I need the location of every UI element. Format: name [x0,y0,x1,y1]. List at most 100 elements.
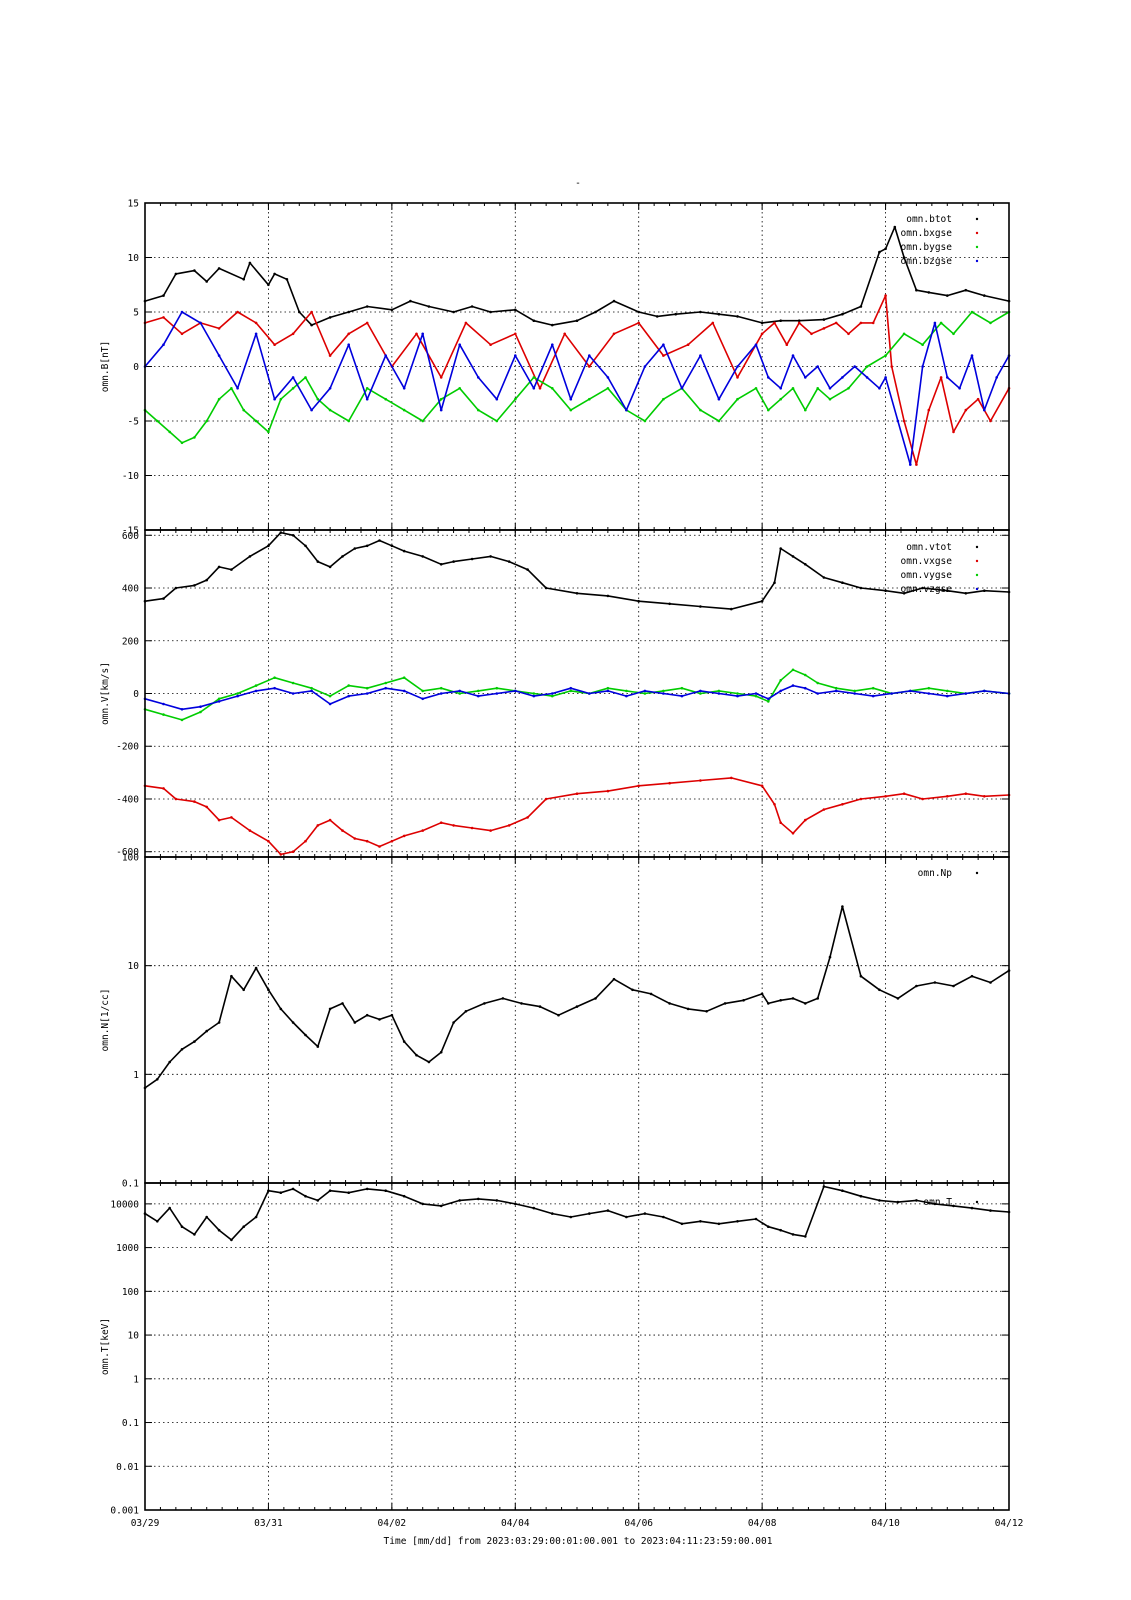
data-point [298,310,301,314]
data-point [199,710,202,714]
data-point [767,376,770,379]
data-point [242,1225,245,1228]
data-point [365,397,369,401]
data-point [569,408,573,412]
data-point [699,605,702,608]
data-point [267,1189,270,1192]
data-point [390,1013,394,1017]
data-point [834,686,838,690]
data-point [655,315,659,318]
legend-label: omn.vzgse [901,584,953,595]
data-point [878,988,881,992]
time-axis-label: Time [mm/dd] from 2023:03:29:00:01:00.00… [384,1536,773,1547]
data-point [606,594,610,598]
data-point [717,397,721,401]
data-point [588,354,591,357]
data-point [464,1010,468,1013]
data-point [217,397,221,401]
data-point [341,829,344,832]
data-point [927,686,931,690]
data-point [909,689,912,693]
data-point [236,387,239,390]
data-point [717,692,721,695]
data-point [415,1053,418,1057]
data-point [810,332,813,336]
y-tick-label: -15 [122,526,139,537]
data-point [569,689,573,693]
data-point [884,294,887,297]
data-point [402,408,406,412]
data-point [816,681,819,685]
data-point [933,981,937,984]
data-point [532,376,536,379]
data-point [983,294,986,297]
data-point [736,694,739,698]
data-point [779,821,782,824]
panel-3: 100 10 1 0.1 omn.N[1/cc] omn.Np [100,853,1011,1190]
data-point [477,694,480,698]
y-tick-label: 10 [128,253,140,264]
y-tick-label: 0.001 [110,1506,139,1517]
y-tick-label: 600 [122,531,139,542]
data-point [662,689,665,693]
data-point [791,387,795,390]
data-point [328,702,332,706]
data-point [952,1204,955,1208]
y-tick-label: 1000 [116,1243,139,1254]
data-point [162,597,165,600]
data-point [946,376,949,379]
data-point [841,803,844,806]
y-tick-label: 10000 [110,1199,139,1210]
data-point [162,294,165,297]
data-point [711,321,715,325]
data-point [217,1228,221,1232]
data-point [779,397,782,401]
data-point [699,354,702,357]
data-point [606,789,610,793]
data-point [248,261,252,265]
data-point [804,673,807,677]
y-tick-label: 400 [122,584,139,595]
data-point [933,1202,937,1206]
data-point [458,387,462,390]
data-point [279,397,283,401]
data-point [594,997,597,1000]
data-point [291,692,295,695]
data-point [643,1212,647,1215]
data-point [594,310,597,314]
data-point [421,419,425,423]
data-point [217,697,221,701]
data-point [760,321,764,325]
data-point [588,397,591,401]
data-point [952,984,955,988]
data-point [668,602,671,606]
data-point [304,376,307,379]
data-point [723,1002,727,1005]
data-point [316,1045,320,1048]
data-point [507,824,511,827]
data-point [304,1194,307,1198]
y-tick-label: 10 [128,961,140,972]
data-point [439,397,443,401]
data-point [859,305,863,308]
y-tick-label: 0.1 [122,1418,139,1429]
data-point [773,321,776,325]
data-point [353,547,357,550]
data-point [643,365,647,368]
data-point [674,312,677,316]
x-tick-label: 04/04 [501,1518,530,1529]
data-point [193,584,196,587]
data-point [662,397,665,401]
data-point [662,1215,665,1219]
data-point [162,787,165,790]
data-point [532,1206,536,1210]
data-point [180,1225,184,1228]
data-point [797,319,801,323]
data-point [754,694,758,698]
data-point [989,419,992,423]
data-point [193,436,196,439]
data-point [304,1033,307,1037]
data-point [989,981,992,984]
data-point [291,850,295,853]
data-point [680,387,684,390]
